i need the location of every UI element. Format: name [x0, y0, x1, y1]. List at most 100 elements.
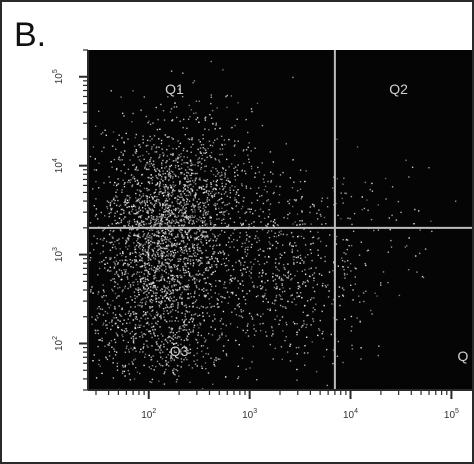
data-point: [161, 340, 163, 343]
data-point: [153, 233, 156, 235]
data-point: [238, 259, 240, 262]
data-point: [127, 264, 129, 267]
data-point: [216, 259, 218, 261]
data-point: [183, 224, 186, 226]
data-point: [108, 322, 111, 324]
data-point: [276, 287, 278, 290]
data-point: [128, 211, 131, 213]
data-point: [287, 263, 289, 265]
data-point: [195, 118, 197, 121]
data-point: [152, 176, 154, 178]
data-point: [173, 343, 175, 345]
data-point: [150, 267, 152, 269]
data-point: [164, 238, 166, 240]
data-point: [146, 294, 148, 296]
data-point: [105, 256, 107, 259]
data-point: [106, 262, 109, 264]
data-point: [235, 314, 238, 316]
data-point: [160, 217, 163, 219]
data-point: [157, 177, 159, 180]
data-point: [142, 351, 144, 353]
data-point: [241, 205, 244, 208]
data-point: [98, 267, 101, 270]
data-point: [138, 294, 140, 296]
data-point: [151, 294, 153, 297]
data-point: [197, 249, 199, 251]
data-point: [251, 202, 253, 204]
data-point: [172, 277, 174, 280]
data-point: [185, 162, 187, 164]
data-point: [203, 278, 205, 280]
data-point: [191, 214, 193, 217]
data-point: [320, 200, 323, 202]
data-point: [171, 274, 174, 277]
data-point: [179, 219, 181, 222]
data-point: [196, 347, 199, 349]
data-point: [318, 273, 321, 275]
data-point: [108, 342, 111, 344]
data-point: [220, 197, 223, 200]
data-point: [167, 337, 169, 339]
data-point: [302, 223, 304, 225]
data-point: [262, 313, 264, 315]
data-point: [222, 167, 224, 169]
data-point: [134, 246, 136, 248]
data-point: [134, 180, 136, 182]
data-point: [304, 180, 306, 183]
data-point: [320, 257, 322, 259]
data-point: [228, 166, 230, 168]
data-point: [150, 236, 153, 238]
data-point: [216, 339, 219, 341]
data-point: [126, 202, 128, 204]
data-point: [159, 351, 161, 353]
data-point: [154, 286, 156, 289]
data-point: [303, 262, 305, 264]
data-point: [300, 326, 303, 328]
data-point: [146, 263, 148, 265]
data-point: [115, 204, 118, 207]
data-point: [155, 202, 157, 204]
data-point: [237, 304, 239, 306]
data-point: [206, 156, 208, 159]
data-point: [202, 216, 205, 219]
data-point: [210, 326, 212, 328]
data-point: [157, 335, 159, 337]
data-point: [151, 208, 153, 210]
data-point: [189, 352, 192, 354]
data-point: [136, 273, 138, 275]
data-point: [196, 253, 199, 255]
data-point: [157, 242, 159, 245]
data-point: [207, 213, 209, 215]
data-point: [307, 254, 309, 256]
data-point: [287, 200, 289, 203]
data-point: [182, 198, 184, 201]
data-point: [277, 242, 279, 244]
data-point: [181, 251, 183, 254]
data-point: [141, 200, 144, 202]
data-point: [226, 270, 228, 272]
data-point: [363, 300, 365, 303]
data-point: [130, 306, 132, 308]
data-point: [187, 232, 189, 234]
data-point: [200, 168, 202, 170]
data-point: [192, 265, 194, 267]
data-point: [190, 146, 192, 148]
data-point: [106, 207, 109, 210]
data-point: [275, 266, 277, 268]
data-point: [176, 216, 178, 218]
data-point: [163, 279, 166, 282]
data-point: [205, 269, 207, 272]
data-point: [156, 168, 158, 170]
data-point: [134, 297, 136, 300]
data-point: [195, 237, 198, 239]
data-point: [159, 216, 161, 218]
data-point: [299, 262, 302, 264]
data-point: [201, 154, 203, 156]
data-point: [325, 223, 327, 225]
data-point: [180, 248, 183, 251]
data-point: [275, 258, 277, 260]
data-point: [193, 239, 196, 241]
data-point: [219, 153, 221, 156]
data-point: [163, 316, 165, 318]
data-point: [135, 316, 137, 318]
